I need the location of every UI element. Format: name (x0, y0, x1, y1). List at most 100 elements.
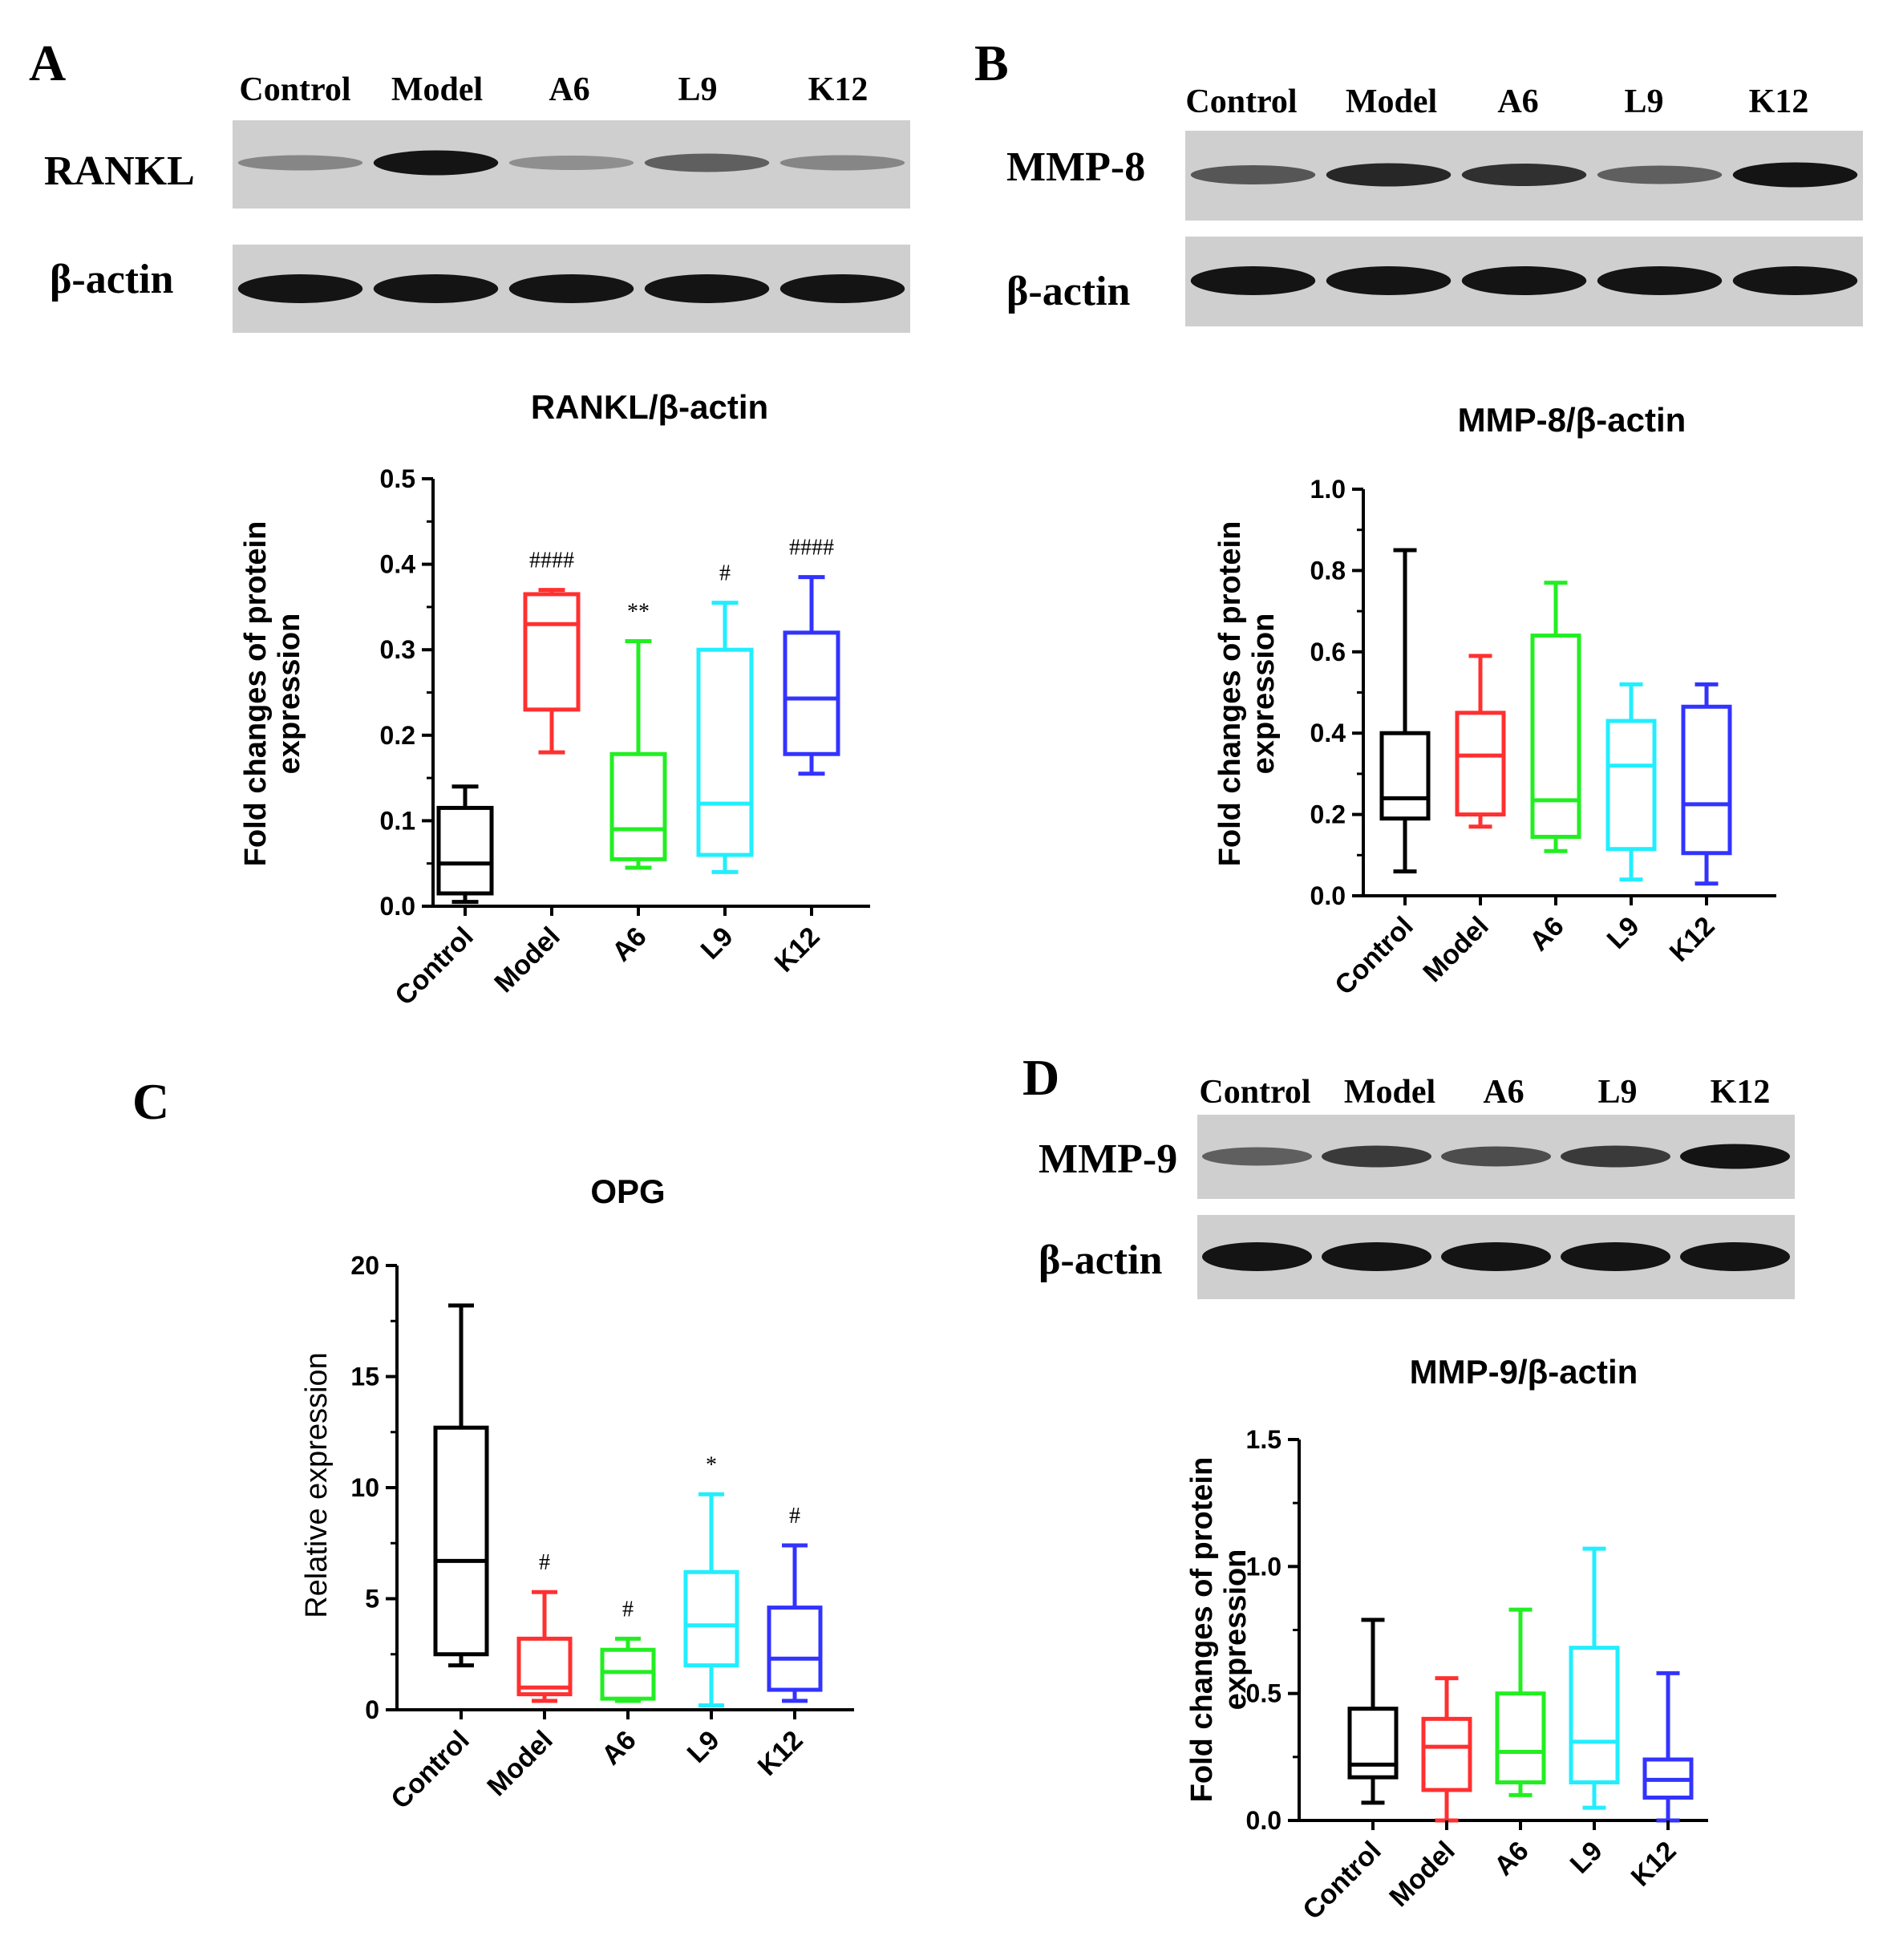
category-label-k12: K12 (752, 1725, 809, 1782)
y-tick-label: 1.0 (1246, 1552, 1282, 1581)
box-iqr (1421, 1716, 1472, 1792)
blot-row-label-actin: β-actin (1039, 1237, 1163, 1283)
significance-mark: ** (627, 600, 650, 625)
box-l9 (1569, 1546, 1620, 1810)
box-chart-c: OPG Relative expression 0 5 10 15 20 Control # Mo… (300, 1172, 854, 1815)
box-l9 (1605, 682, 1657, 882)
significance-mark: # (539, 1550, 550, 1575)
y-axis-label: Fold changes of proteinexpression (1213, 521, 1281, 867)
blot-band-a6 (1461, 164, 1587, 186)
box-chart-a: RANKL/β-actin Fold changes of proteinexpr… (239, 388, 870, 1011)
y-tick-label: 0.1 (380, 806, 415, 835)
lane-label-control: Control (239, 71, 350, 108)
blot-band-l9 (1597, 165, 1723, 184)
blot-row-label-mmp-8: MMP-8 (1006, 144, 1145, 190)
box-iqr (523, 592, 581, 712)
box-iqr (1347, 1707, 1399, 1780)
blot-band-a6 (508, 274, 634, 303)
blot-band-l9 (1597, 266, 1723, 295)
box-iqr (516, 1636, 573, 1697)
blot-band-model (1326, 266, 1452, 295)
box-iqr (436, 805, 494, 896)
y-tick-label: 0.4 (380, 550, 416, 579)
lane-label-k12: K12 (1711, 1074, 1771, 1111)
significance-mark: # (622, 1597, 634, 1622)
category-label-l9: L9 (1601, 911, 1646, 955)
western-blot-d: Control Model A6 L9 K12 MMP-9 β-actin (1039, 1074, 1795, 1299)
y-tick-label: 1.0 (1310, 475, 1346, 504)
box-control (1379, 548, 1431, 874)
blot-row-label-actin: β-actin (50, 257, 174, 302)
y-tick-label: 1.5 (1246, 1425, 1282, 1454)
panel-letter-a: A (29, 34, 66, 91)
box-k12: # (767, 1504, 823, 1703)
blot-band-k12 (1732, 266, 1858, 295)
category-label-model: Model (481, 1725, 558, 1802)
blot-band-k12 (779, 155, 905, 171)
significance-mark: #### (529, 549, 574, 573)
lane-label-k12: K12 (808, 71, 869, 108)
y-tick-label: 0.0 (1310, 881, 1346, 910)
box-iqr (600, 1647, 656, 1701)
lane-label-l9: L9 (1597, 1074, 1637, 1111)
blot-band-control (237, 155, 363, 171)
blot-band-a6 (1440, 1242, 1552, 1271)
chart-title: MMP-9/β-actin (1410, 1353, 1638, 1391)
box-model (1455, 654, 1506, 829)
lane-label-a6: A6 (1483, 1074, 1524, 1111)
lane-label-k12: K12 (1749, 83, 1809, 120)
chart-title: OPG (590, 1172, 665, 1210)
box-control (433, 1303, 489, 1668)
y-tick-label: 0.2 (1310, 800, 1346, 829)
box-model: #### (523, 549, 581, 755)
box-chart-b: MMP-8/β-actin Fold changes of proteinexpr… (1213, 401, 1776, 1001)
blot-row-label-rankl: RANKL (44, 148, 195, 194)
category-label-k12: K12 (1626, 1836, 1682, 1893)
panel-letter-b: B (974, 34, 1009, 91)
blot-row-label-actin: β-actin (1006, 269, 1131, 314)
lane-label-l9: L9 (1624, 83, 1663, 120)
category-label-l9: L9 (1565, 1836, 1609, 1880)
blot-band-control (237, 274, 363, 303)
box-iqr (1605, 719, 1657, 852)
y-tick-label: 0.5 (380, 464, 415, 493)
y-tick-label: 0.3 (380, 635, 415, 664)
blot-band-model (373, 150, 499, 176)
blot-band-model (1321, 1242, 1432, 1271)
blot-band-model (373, 274, 499, 303)
western-blot-a: Control Model A6 L9 K12 RANKL β-actin (44, 71, 910, 333)
y-tick-label: 0.8 (1310, 556, 1346, 585)
box-control (436, 784, 494, 905)
box-iqr (1495, 1691, 1546, 1785)
category-label-control: Control (1297, 1836, 1387, 1926)
significance-mark: * (706, 1452, 717, 1477)
lane-label-control: Control (1185, 83, 1297, 120)
category-label-control: Control (389, 921, 479, 1011)
blot-band-a6 (1440, 1146, 1552, 1167)
box-chart-d: MMP-9/β-actin Fold changes of proteinexpr… (1185, 1353, 1708, 1926)
blot-band-l9 (1560, 1242, 1671, 1271)
blot-band-k12 (1679, 1242, 1791, 1271)
box-a6 (1530, 581, 1581, 853)
y-tick-label: 5 (365, 1585, 379, 1614)
blot-band-k12 (779, 274, 905, 303)
lane-label-model: Model (391, 71, 483, 108)
lane-label-control: Control (1199, 1074, 1310, 1111)
category-label-k12: K12 (1664, 911, 1721, 968)
blot-row-label-mmp-9: MMP-9 (1039, 1136, 1177, 1182)
significance-mark: # (719, 561, 731, 586)
blot-band-k12 (1732, 162, 1858, 188)
box-l9: # (696, 561, 754, 874)
box-iqr (433, 1425, 489, 1657)
blot-band-l9 (1560, 1145, 1671, 1168)
box-k12 (1642, 1670, 1694, 1823)
box-iqr (683, 1569, 739, 1668)
box-iqr (1379, 731, 1431, 821)
blot-band-control (1201, 1147, 1313, 1166)
blot-band-control (1190, 266, 1316, 295)
box-a6 (1495, 1607, 1546, 1797)
category-label-k12: K12 (769, 921, 826, 978)
category-label-control: Control (1329, 911, 1419, 1001)
box-iqr (696, 647, 754, 857)
